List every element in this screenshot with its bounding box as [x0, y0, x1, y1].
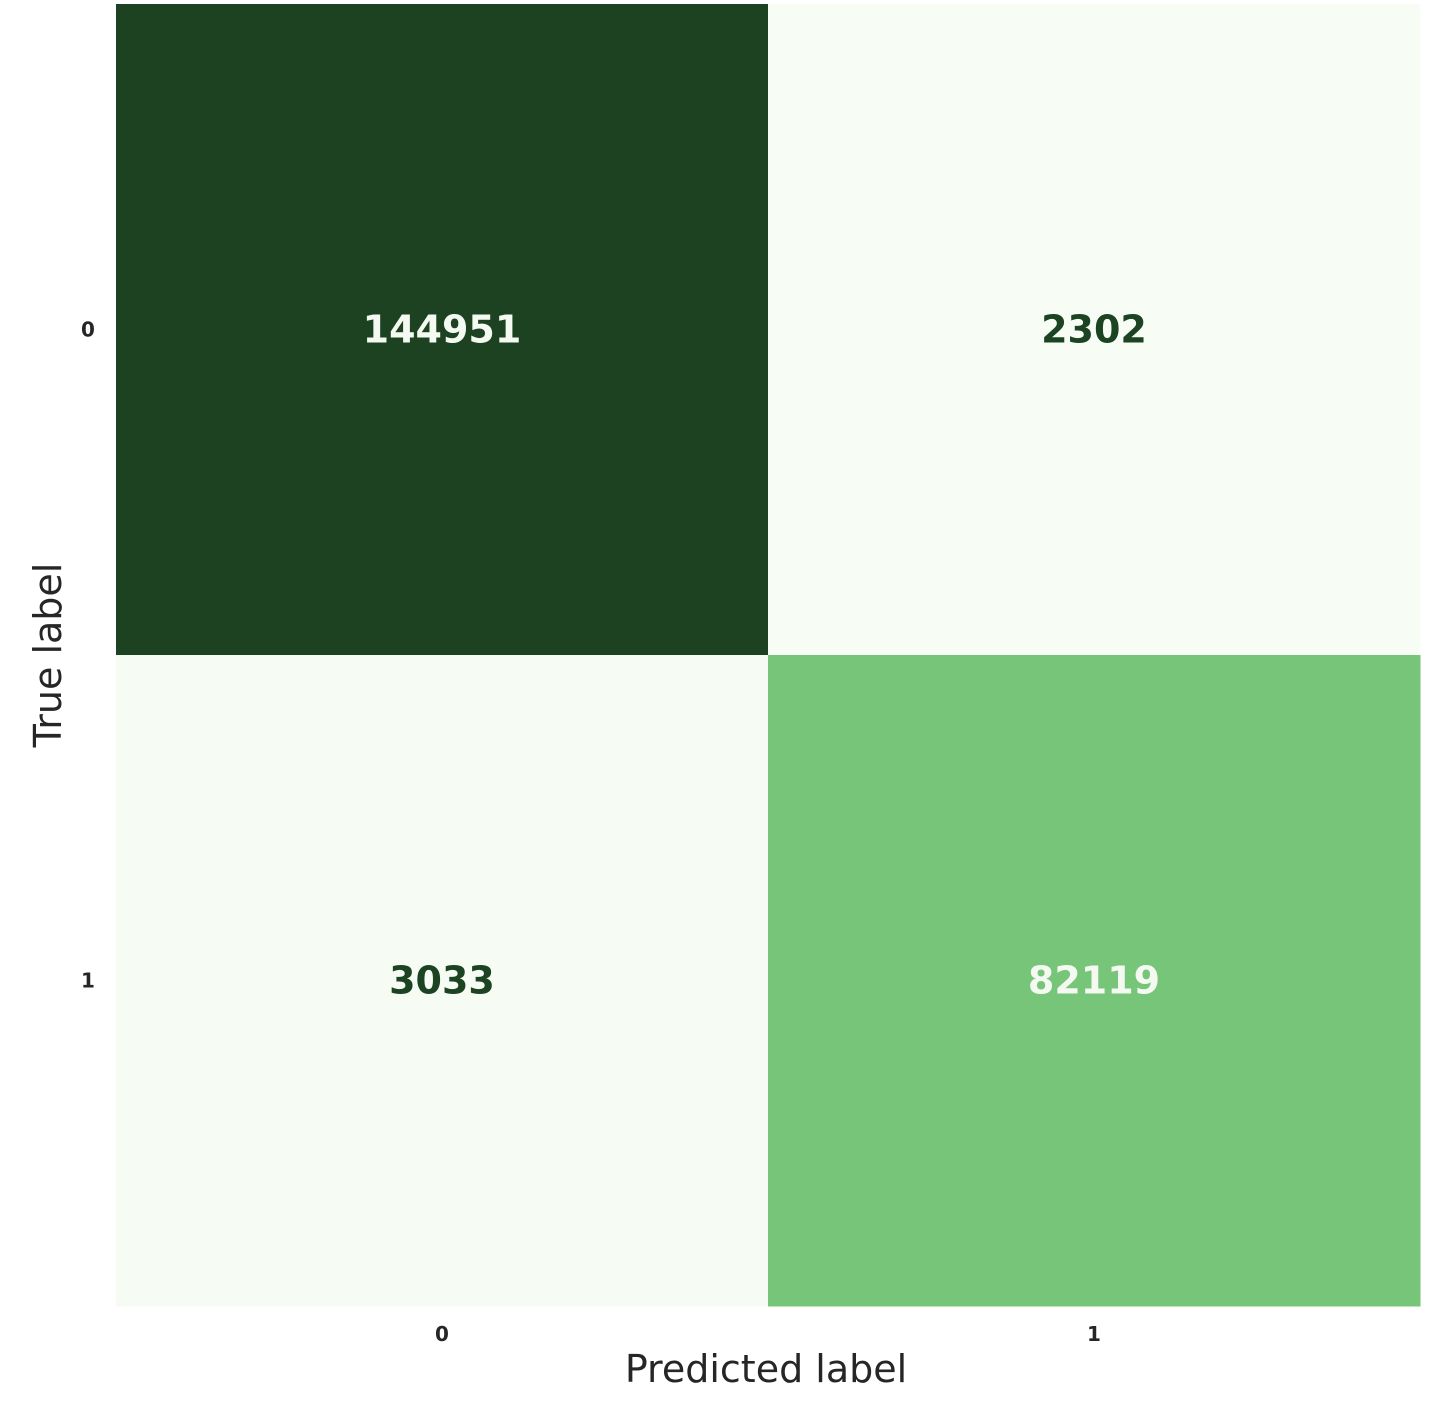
y-axis-title: True label [26, 563, 70, 749]
heatmap-cell-1-1 [768, 655, 1421, 1307]
cell-value-1-1: 82119 [1028, 959, 1160, 1003]
cell-value-0-1: 2302 [1041, 308, 1147, 352]
heatmap-cell-0-0 [116, 4, 769, 656]
heatmap-cell-1-0 [116, 655, 769, 1307]
cell-value-1-0: 3033 [389, 959, 495, 1003]
y-tick-label-1: 1 [81, 969, 95, 993]
heatmap-cell-0-1 [768, 4, 1421, 656]
x-axis-title: Predicted label [625, 1347, 907, 1391]
x-tick-label-0: 0 [435, 1322, 449, 1346]
y-tick-label-0: 0 [81, 318, 95, 342]
y-tick-labels: 01 [81, 318, 95, 993]
heatmap-cells [116, 4, 1421, 1307]
cell-value-0-0: 144951 [363, 308, 522, 352]
heatmap-cell-labels: 144951 2302 3033 82119 [363, 308, 1160, 1003]
x-tick-label-1: 1 [1087, 1322, 1101, 1346]
